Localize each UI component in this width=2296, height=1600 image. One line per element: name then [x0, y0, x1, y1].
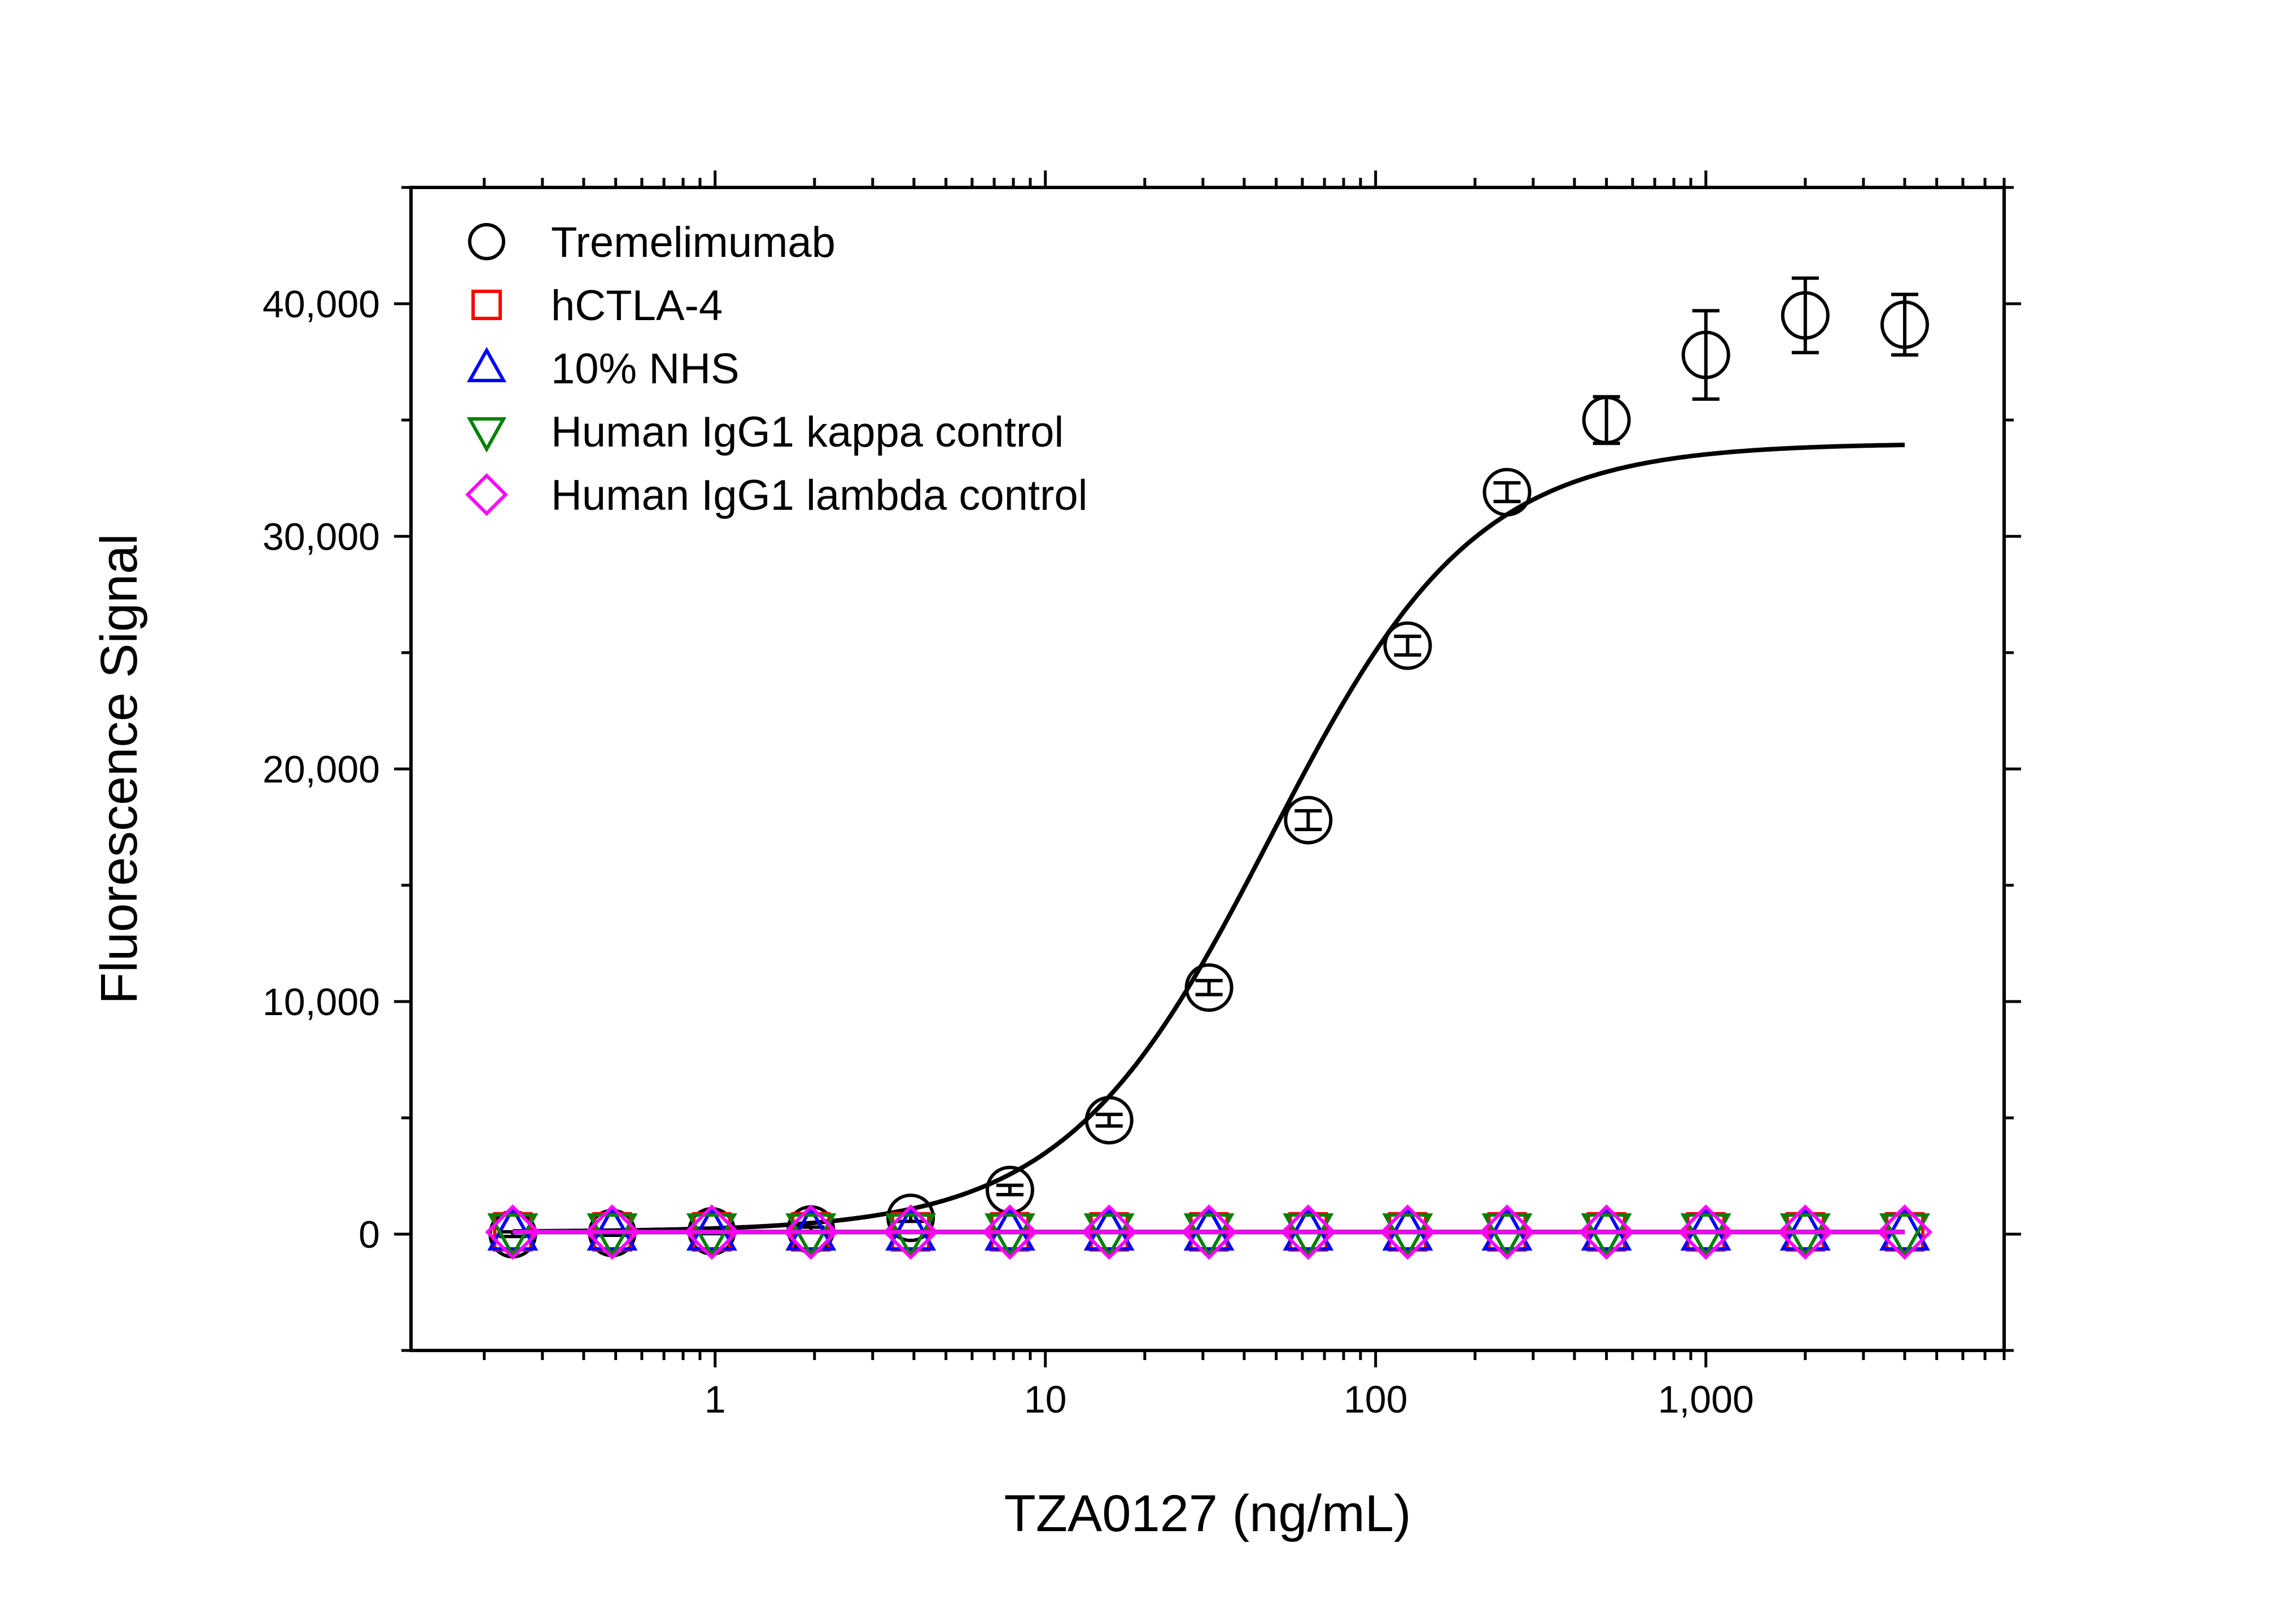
data-point [885, 1205, 937, 1251]
x-tick-label: 100 [1344, 1378, 1407, 1421]
data-point [1083, 1213, 1135, 1259]
data-point [1879, 1213, 1930, 1259]
data-point [1383, 621, 1432, 670]
x-axis-title: TZA0127 (ng/mL) [1004, 1485, 1411, 1542]
legend-marker [466, 347, 507, 383]
data-point [1678, 1204, 1734, 1260]
y-tick-label: 40,000 [263, 283, 380, 326]
data-point [785, 1205, 837, 1251]
data-point [1083, 1205, 1135, 1251]
data-point [785, 1213, 837, 1259]
data-point [684, 1204, 740, 1260]
axes-layer: 1 10 100 1,000 0 10,000 20,000 30,000 40,000 [263, 171, 2021, 1421]
legend: Tremelimumab hCTLA-4 10% NHS Human IgG1 kap… [465, 218, 1087, 519]
legend-marker [465, 473, 508, 516]
data-point [1380, 1204, 1436, 1260]
y-tick-label: 0 [358, 1213, 380, 1256]
data-point [1581, 1205, 1632, 1251]
series-4 [485, 1204, 1932, 1260]
legend-marker [468, 223, 505, 260]
data-point [1777, 1204, 1833, 1260]
data-point [686, 1205, 737, 1251]
data-point [587, 1213, 638, 1259]
legend-label: Human IgG1 kappa control [551, 408, 1064, 456]
data-point [1482, 467, 1532, 517]
data-point [1481, 1205, 1533, 1251]
legend-marker [466, 417, 507, 453]
legend-label: Human IgG1 lambda control [551, 471, 1087, 519]
data-point [487, 1213, 539, 1259]
x-tick-label: 1,000 [1658, 1378, 1754, 1421]
data-point [587, 1205, 638, 1251]
data-point [783, 1204, 839, 1260]
data-point [1680, 1213, 1731, 1259]
data-point [1280, 1204, 1336, 1260]
y-tick-label: 10,000 [263, 981, 380, 1024]
data-point [883, 1204, 939, 1260]
data-point [1283, 1213, 1334, 1259]
data-point [1084, 1096, 1134, 1145]
data-point [1879, 1205, 1930, 1251]
data-point [1184, 963, 1234, 1012]
y-tick-label: 20,000 [263, 748, 380, 791]
data-point [1779, 1213, 1831, 1259]
data-point [1284, 795, 1333, 845]
data-point [1181, 1204, 1237, 1260]
legend-label: Tremelimumab [551, 218, 836, 266]
legend-label: 10% NHS [551, 345, 740, 393]
data-point [1877, 1204, 1932, 1260]
y-axis-title: Fluorescence Signal [90, 534, 148, 1004]
data-point [485, 1204, 541, 1260]
data-point [1081, 1204, 1137, 1260]
data-point [1481, 1213, 1533, 1259]
data-point [1382, 1213, 1433, 1259]
data-point [686, 1213, 737, 1259]
data-point [1283, 1205, 1334, 1251]
data-point [1578, 1204, 1634, 1260]
data-point [1880, 300, 1929, 349]
data-point [1681, 330, 1730, 379]
data-point [1582, 396, 1631, 444]
data-point [984, 1205, 1035, 1251]
y-tick-label: 30,000 [263, 515, 380, 558]
data-point [487, 1205, 539, 1251]
data-point [584, 1204, 640, 1260]
legend-marker [471, 290, 502, 320]
data-point [1479, 1204, 1535, 1260]
fit-curve [513, 443, 1905, 1234]
data-point [885, 1213, 937, 1259]
data-point [1581, 1213, 1632, 1259]
legend-label: hCTLA-4 [551, 282, 723, 330]
data-point [984, 1213, 1035, 1259]
data-point [1183, 1213, 1235, 1259]
data-point [982, 1204, 1038, 1260]
data-point [1680, 1205, 1731, 1251]
x-tick-label: 1 [705, 1378, 726, 1421]
x-tick-label: 10 [1024, 1378, 1067, 1421]
data-point [1781, 291, 1830, 340]
data-point [1183, 1205, 1235, 1251]
series-layer [485, 276, 1932, 1260]
data-point [1779, 1205, 1831, 1251]
data-point [1382, 1205, 1433, 1251]
